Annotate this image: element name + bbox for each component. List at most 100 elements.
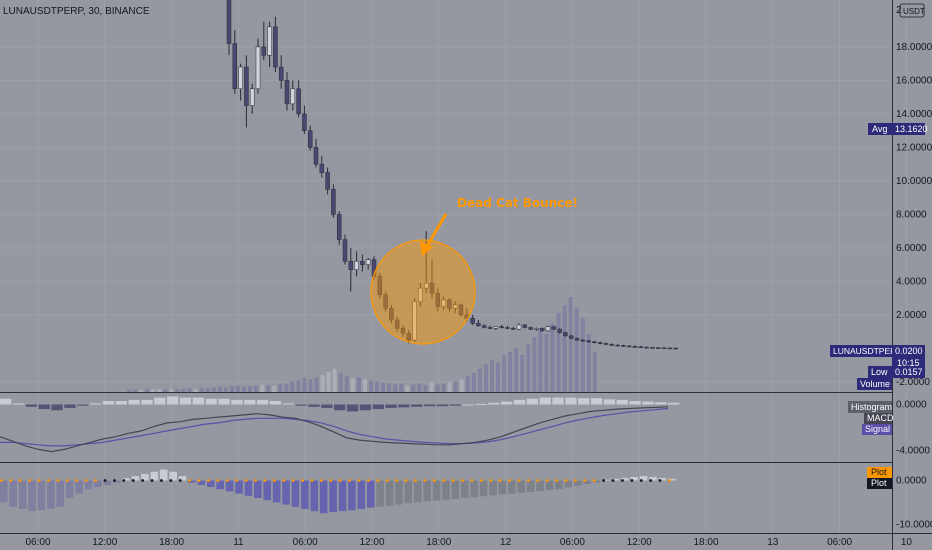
- plot-dot: [545, 479, 549, 482]
- plot-bar: [244, 480, 253, 496]
- volume-bar: [490, 360, 494, 392]
- candle-body: [621, 345, 626, 347]
- plot-bar: [65, 480, 74, 498]
- histogram-bar: [154, 397, 166, 405]
- candle-body: [406, 333, 412, 341]
- annotation-arrow[interactable]: [425, 213, 448, 247]
- histogram-bar: [359, 404, 372, 411]
- histogram-bar: [655, 402, 667, 405]
- plot-dot: [423, 479, 427, 482]
- annotation-text[interactable]: Dead Cat Bounce!: [457, 196, 578, 210]
- volume-bar: [163, 389, 168, 392]
- volume-bar: [592, 351, 597, 392]
- volume-bar: [290, 381, 295, 392]
- volume-bar: [254, 385, 259, 392]
- symbol-tag-value: 0.0200: [895, 346, 923, 356]
- volume-bar: [508, 351, 513, 392]
- symbol-header[interactable]: LUNAUSDTPERP, 30, BINANCE: [3, 6, 150, 17]
- annotation-group[interactable]: Dead Cat Bounce!: [370, 196, 578, 345]
- histogram-bar: [423, 404, 436, 407]
- time-tick-label: 11: [233, 537, 244, 548]
- plot-dot: [555, 479, 558, 482]
- price-tick-label: 18.0000: [896, 42, 932, 53]
- plot-dot: [178, 479, 182, 482]
- candle-body: [296, 88, 301, 115]
- plot-dot: [75, 479, 79, 482]
- plot-bar: [432, 480, 441, 501]
- plot-bar: [348, 480, 356, 511]
- volume-bar: [308, 379, 313, 392]
- plot-bar: [150, 471, 159, 481]
- plot-dot: [498, 479, 502, 482]
- plot-bar: [310, 480, 319, 512]
- time-axis[interactable]: 06:00 12:00 18:00 11 06:00 12:00 18:00 12 06:00 1…: [25, 537, 912, 548]
- candle-body: [325, 172, 330, 190]
- volume-tag-label: Volume: [860, 379, 890, 389]
- price-axis[interactable]: 18.0000 16.0000 14.0000 12.0000 10.0000 8.000…: [896, 5, 932, 530]
- volume-bar: [260, 384, 265, 392]
- candle-body: [226, 0, 232, 44]
- highlight-circle[interactable]: [370, 239, 476, 345]
- plot-dot: [451, 479, 455, 482]
- plot-bar: [56, 480, 65, 507]
- plot-dot: [583, 479, 587, 482]
- plot-bar: [28, 480, 36, 512]
- candle-body: [644, 346, 649, 349]
- candle-body: [545, 326, 551, 332]
- plot-bar: [461, 480, 469, 498]
- histogram-tag-label: Histogram: [851, 402, 892, 412]
- volume-bar: [127, 389, 131, 392]
- histogram-bar: [462, 404, 474, 406]
- candle-body: [632, 346, 638, 348]
- avg-tag-label: Avg: [872, 124, 887, 134]
- plot-bar: [9, 480, 18, 507]
- macd-tag-label: MACD: [867, 413, 894, 423]
- candle-body: [597, 342, 603, 344]
- volume-bar: [199, 387, 204, 392]
- histogram-bar: [616, 399, 628, 405]
- plot-dot: [103, 479, 107, 482]
- volume-bar: [320, 375, 325, 392]
- candle-body: [307, 130, 313, 148]
- time-tick-label: 18:00: [426, 537, 451, 548]
- candle-body: [354, 261, 359, 270]
- plot-bar: [649, 477, 657, 481]
- candle-body: [568, 335, 574, 339]
- plot-bar: [620, 477, 629, 481]
- candle-body: [493, 326, 499, 329]
- volume-bar: [169, 388, 174, 392]
- plot-dot: [639, 479, 643, 482]
- histogram-bar: [539, 397, 551, 405]
- plot-dot: [348, 479, 352, 482]
- candle-body: [563, 332, 568, 337]
- volume-bar: [139, 389, 144, 392]
- plot-bar: [131, 476, 140, 481]
- plot-dot: [188, 479, 192, 482]
- currency-badge[interactable]: USDT: [899, 3, 925, 18]
- histogram-bar: [102, 401, 115, 405]
- plot-dot: [160, 479, 163, 482]
- volume-bar: [423, 385, 428, 392]
- time-tick-label: 12:00: [359, 537, 384, 548]
- plot-bar: [639, 476, 648, 481]
- plot-bar: [517, 480, 526, 493]
- volume-bar: [514, 347, 519, 392]
- candle-body: [650, 347, 655, 349]
- volume-bar: [338, 373, 343, 392]
- volume-bar: [568, 297, 573, 392]
- volume-bar: [350, 378, 355, 392]
- volume-bar: [248, 386, 252, 392]
- volume-bar: [205, 388, 210, 392]
- volume-bar: [369, 380, 373, 392]
- plot-bar: [564, 480, 573, 488]
- volume-bars: [127, 297, 597, 392]
- candle-body: [447, 299, 452, 309]
- candle-body: [458, 304, 464, 316]
- plot-bar: [18, 480, 27, 509]
- plot-bar: [178, 476, 187, 481]
- plot-bar: [479, 480, 488, 497]
- volume-bar: [526, 344, 531, 392]
- plot-dot: [357, 479, 361, 482]
- plot-dot: [113, 479, 116, 482]
